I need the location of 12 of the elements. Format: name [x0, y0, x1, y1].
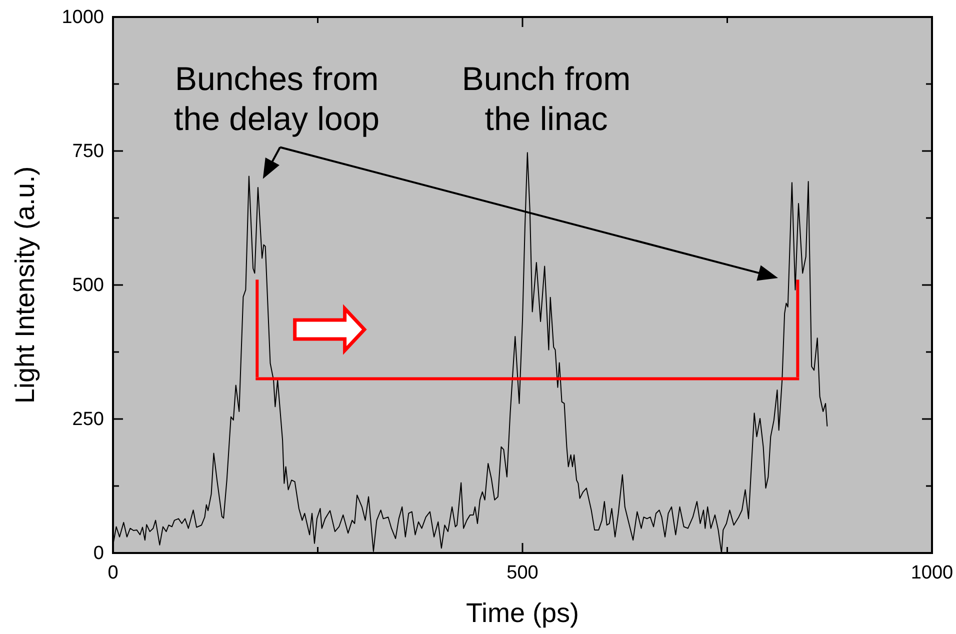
annotation: Bunch from the linac: [462, 60, 631, 137]
y-tick-label: 750: [72, 141, 104, 162]
y-tick-label: 250: [72, 409, 104, 430]
y-axis-title: Light Intensity (a.u.): [10, 166, 40, 404]
x-tick-label: 1000: [910, 562, 954, 584]
y-tick-label: 0: [93, 543, 104, 564]
x-tick-label: 500: [506, 562, 538, 584]
y-tick-label: 500: [72, 275, 104, 296]
annotation: Bunches from the delay loop: [174, 60, 380, 137]
x-axis-title: Time (ps): [466, 598, 579, 628]
y-tick-label: 1000: [62, 7, 104, 28]
x-tick-label: 0: [108, 562, 118, 584]
